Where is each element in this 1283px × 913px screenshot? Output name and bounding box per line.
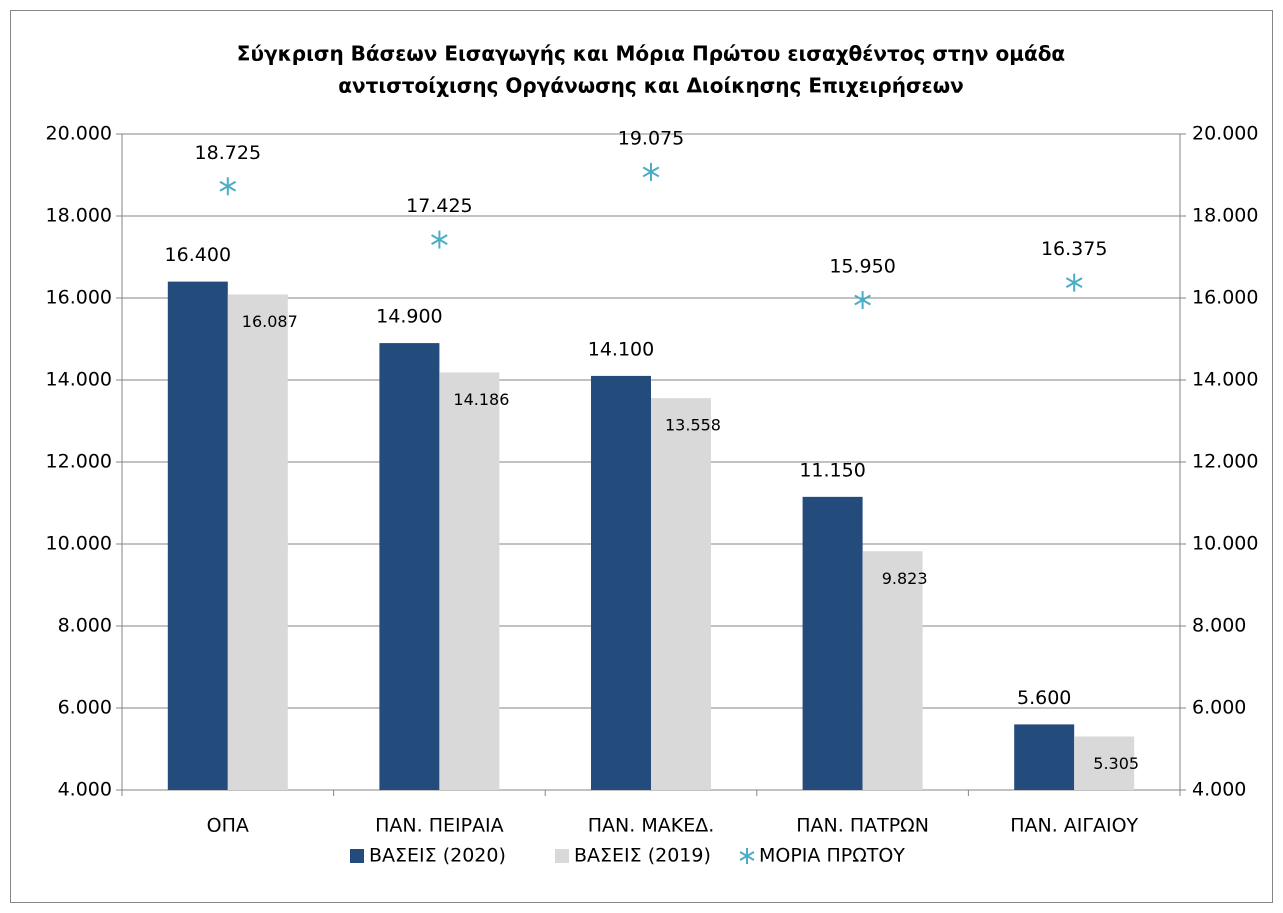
legend-label: ΜΟΡΙΑ ΠΡΩΤΟΥ (759, 845, 905, 867)
value-label: 14.900 (376, 306, 442, 328)
x-tick-label: ΠΑΝ. ΑΙΓΑΙΟΥ (1010, 815, 1138, 837)
x-tick-label: ΟΠΑ (207, 815, 249, 837)
y-tick-label: 18.000 (46, 205, 112, 227)
value-label: 14.100 (588, 338, 654, 360)
y2-tick-label: 20.000 (1192, 123, 1258, 145)
y-tick-label: 20.000 (46, 123, 112, 145)
marker (219, 177, 237, 196)
star-stroke (739, 851, 755, 861)
marker (431, 230, 448, 249)
value-label: 17.425 (406, 195, 472, 217)
legend-marker (739, 848, 755, 864)
y-tick-label: 10.000 (46, 533, 112, 555)
y2-tick-label: 18.000 (1192, 205, 1258, 227)
bar (651, 398, 711, 790)
value-label: 19.075 (618, 127, 684, 149)
bar (227, 294, 288, 790)
chart-title: Σύγκριση Βάσεων Εισαγωγής και Μόρια Πρώτ… (237, 42, 1065, 66)
value-label: 5.305 (1093, 754, 1139, 773)
x-tick-label: ΠΑΝ. ΠΕΙΡΑΙΑ (375, 815, 504, 837)
value-label: 16.087 (242, 312, 298, 331)
legend-label: ΒΑΣΕΙΣ (2019) (574, 845, 711, 867)
bar (862, 551, 923, 790)
marker (642, 162, 660, 181)
bar (1074, 736, 1135, 790)
y-tick-label: 12.000 (46, 451, 112, 473)
value-label: 14.186 (453, 390, 509, 409)
x-tick-label: ΠΑΝ. ΜΑΚΕΔ. (588, 815, 714, 837)
bar (167, 281, 228, 790)
legend-label: ΒΑΣΕΙΣ (2020) (369, 845, 506, 867)
y-tick-label: 4.000 (58, 779, 112, 801)
y2-tick-label: 12.000 (1192, 451, 1258, 473)
marker (1065, 273, 1083, 292)
y2-tick-label: 6.000 (1192, 697, 1246, 719)
y2-tick-label: 14.000 (1192, 369, 1258, 391)
bar (1014, 724, 1075, 790)
y-tick-label: 6.000 (58, 697, 112, 719)
value-label: 16.400 (165, 244, 231, 266)
chart-title: αντιστοίχισης Οργάνωσης και Διοίκησης Επ… (338, 74, 963, 98)
value-label: 15.950 (829, 256, 895, 278)
y-tick-label: 8.000 (58, 615, 112, 637)
y2-tick-label: 8.000 (1192, 615, 1246, 637)
y2-tick-label: 4.000 (1192, 779, 1246, 801)
y2-tick-label: 10.000 (1192, 533, 1258, 555)
marker (854, 291, 871, 310)
value-label: 5.600 (1017, 687, 1071, 709)
bar (591, 375, 651, 790)
bar (379, 343, 440, 790)
value-label: 11.150 (799, 459, 865, 481)
bar (802, 496, 863, 790)
value-label: 18.725 (195, 142, 261, 164)
legend-swatch (555, 849, 569, 863)
y-tick-label: 16.000 (46, 287, 112, 309)
value-label: 16.375 (1041, 238, 1107, 260)
star-stroke (219, 180, 237, 192)
value-label: 9.823 (882, 569, 928, 588)
star-stroke (854, 294, 871, 306)
x-tick-label: ΠΑΝ. ΠΑΤΡΩΝ (796, 815, 929, 837)
star-stroke (642, 166, 660, 178)
legend-swatch (350, 849, 364, 863)
bar (439, 372, 500, 790)
value-label: 13.558 (665, 416, 721, 435)
star-stroke (1065, 277, 1083, 288)
y-tick-label: 14.000 (46, 369, 112, 391)
y2-tick-label: 16.000 (1192, 287, 1258, 309)
star-stroke (431, 234, 448, 245)
